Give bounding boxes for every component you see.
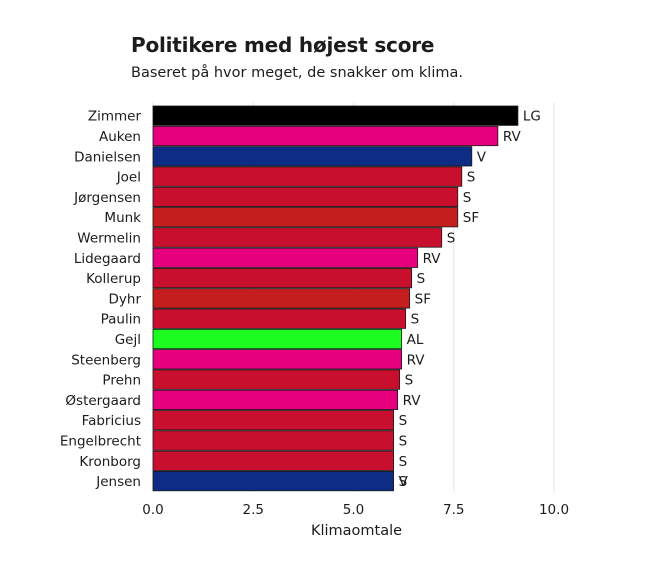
x-tick-label-2: 5.0 [343, 502, 364, 518]
category-label-2: Danielsen [74, 149, 141, 165]
party-label-17: S [399, 454, 408, 470]
category-label-13: Prehn [102, 373, 141, 389]
party-label-4: S [463, 190, 472, 206]
bar-11 [152, 328, 403, 350]
party-label-0: LG [523, 109, 541, 125]
party-label-7: RV [423, 251, 442, 267]
category-label-3: Joel [116, 170, 141, 186]
bar-7 [152, 247, 419, 268]
party-label-2: V [477, 149, 487, 165]
category-label-7: Lidegaard [74, 251, 141, 267]
bar-3 [152, 166, 463, 187]
x-tick-label-1: 2.5 [243, 502, 264, 518]
category-label-15: Fabricius [82, 413, 141, 429]
bar-5 [152, 207, 459, 228]
category-label-8: Kollerup [86, 271, 141, 287]
category-label-6: Wermelin [77, 231, 141, 247]
category-label-9: Dyhr [109, 291, 142, 307]
bar-15 [152, 410, 395, 431]
bar-9 [152, 288, 411, 309]
bar-2 [152, 146, 473, 167]
party-label-11: AL [407, 332, 424, 348]
x-tick-label-4: 10.0 [539, 502, 569, 518]
bar-17 [152, 450, 395, 471]
party-label-1: RV [503, 129, 522, 145]
category-label-16: Engelbrecht [60, 434, 141, 450]
party-label-12: RV [407, 352, 426, 368]
chart-title: Politikere med højest score [131, 33, 435, 57]
category-label-10: Paulin [101, 312, 141, 328]
party-label-10: S [411, 312, 420, 328]
category-label-4: Jørgensen [73, 190, 141, 206]
category-label-12: Steenberg [71, 352, 141, 368]
bar-14 [152, 389, 399, 411]
party-label-13: S [405, 373, 414, 389]
bar-16 [152, 430, 395, 451]
bar-4 [152, 186, 459, 207]
bar-6 [152, 227, 443, 248]
party-label-6: S [447, 231, 456, 247]
category-label-18: Jensen [95, 474, 141, 490]
party-label-9: SF [415, 291, 431, 307]
bar-12 [152, 349, 403, 370]
party-label-5: SF [463, 210, 479, 226]
bar-1 [152, 125, 499, 147]
category-label-14: Østergaard [65, 393, 141, 409]
category-label-1: Auken [99, 129, 141, 145]
bar-10 [152, 308, 407, 329]
bar-13 [152, 369, 401, 390]
x-tick-label-0: 0.0 [142, 502, 163, 518]
party-label-extra-18: S [399, 474, 408, 490]
party-label-16: S [399, 434, 408, 450]
category-label-17: Kronborg [79, 454, 141, 470]
category-label-0: Zimmer [88, 109, 142, 125]
x-axis-title: Klimaomtale [311, 523, 402, 539]
bar-8 [152, 267, 413, 289]
bar-0 [152, 105, 519, 126]
party-label-14: RV [403, 393, 422, 409]
party-label-8: S [417, 271, 426, 287]
bar-18 [152, 470, 395, 492]
category-label-5: Munk [104, 210, 141, 226]
x-tick-label-3: 7.5 [443, 502, 464, 518]
party-label-18: V [399, 474, 409, 490]
party-label-3: S [467, 170, 476, 186]
category-label-11: Gejl [115, 332, 141, 348]
party-label-15: S [399, 413, 408, 429]
chart-subtitle: Baseret på hvor meget, de snakker om kli… [131, 65, 463, 81]
